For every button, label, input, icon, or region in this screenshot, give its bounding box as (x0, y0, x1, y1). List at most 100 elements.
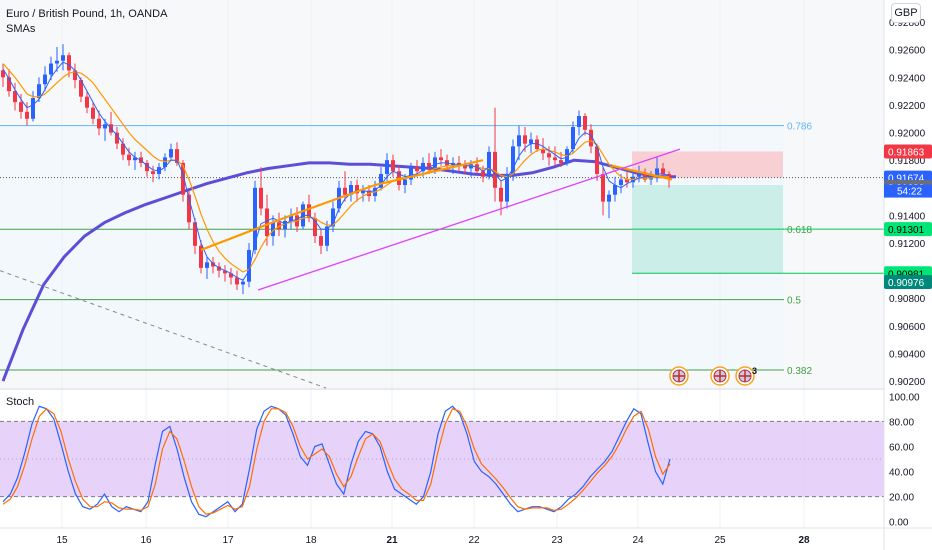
candle[interactable] (103, 118, 107, 141)
candle[interactable] (487, 146, 491, 180)
candle[interactable] (499, 180, 503, 216)
candle[interactable] (49, 56, 53, 81)
candle[interactable] (193, 218, 197, 255)
sma-mid-line[interactable] (2, 63, 669, 273)
candle[interactable] (379, 167, 383, 191)
indicator-label-stoch[interactable]: Stoch (6, 396, 35, 408)
time-axis[interactable]: 15 16 17 18 21 22 23 24 25 28 (0, 527, 932, 546)
candle-body (25, 111, 29, 119)
candle[interactable] (241, 278, 245, 295)
currency-button[interactable]: GBP (891, 3, 921, 23)
candle[interactable] (319, 229, 323, 255)
candle[interactable] (127, 147, 131, 166)
candle[interactable] (247, 243, 251, 288)
candle-body (481, 171, 485, 177)
candle[interactable] (223, 265, 227, 282)
candle-body (289, 215, 293, 221)
candle[interactable] (91, 102, 95, 125)
candle[interactable] (475, 157, 479, 174)
candle[interactable] (571, 121, 575, 154)
candle[interactable] (283, 215, 287, 238)
candle[interactable] (61, 44, 65, 71)
candle[interactable] (229, 267, 233, 285)
candle[interactable] (145, 160, 149, 177)
candle[interactable] (85, 91, 89, 114)
candle-body (433, 157, 437, 169)
candle[interactable] (637, 165, 641, 183)
price-tick-label: 0.92200 (889, 101, 926, 112)
candle[interactable] (589, 124, 593, 154)
candle[interactable] (427, 153, 431, 174)
candle[interactable] (361, 185, 365, 202)
candle[interactable] (577, 110, 581, 136)
candle[interactable] (133, 151, 137, 170)
candle[interactable] (7, 69, 11, 97)
stochastic-pane[interactable] (0, 388, 932, 518)
candle[interactable] (169, 143, 173, 161)
candle[interactable] (259, 167, 263, 216)
price-pane[interactable]: 0.786 0.618 0.5 0.382 3 (0, 0, 884, 528)
price-axis[interactable]: 0.902000.904000.906000.908000.910000.912… (883, 0, 932, 550)
candle[interactable] (529, 132, 533, 154)
candle[interactable] (217, 262, 221, 278)
rising-trendline[interactable] (257, 148, 681, 291)
candle[interactable] (163, 153, 167, 172)
candle[interactable] (409, 162, 413, 186)
stoch-tick-label: 40.00 (889, 468, 914, 479)
candle[interactable] (655, 157, 659, 183)
candle[interactable] (199, 240, 203, 274)
candle[interactable] (505, 167, 509, 209)
indicator-label-smas[interactable]: SMAs (6, 23, 36, 35)
candle[interactable] (1, 63, 5, 87)
candle[interactable] (25, 102, 29, 126)
candle[interactable] (595, 143, 599, 181)
candle[interactable] (73, 63, 77, 89)
candle-body (67, 55, 71, 71)
candle[interactable] (493, 107, 497, 202)
candle[interactable] (37, 77, 41, 103)
candle[interactable] (55, 46, 59, 72)
candle[interactable] (43, 66, 47, 92)
price-label-pill[interactable] (884, 274, 932, 289)
candle[interactable] (547, 146, 551, 166)
candle[interactable] (463, 160, 467, 174)
candle[interactable] (97, 110, 101, 136)
candle[interactable] (175, 142, 179, 166)
candle-body (187, 194, 191, 223)
candle[interactable] (391, 154, 395, 177)
candle[interactable] (13, 82, 17, 111)
candle[interactable] (331, 201, 335, 232)
candle[interactable] (235, 270, 239, 290)
candle[interactable] (325, 220, 329, 252)
economic-event-badge[interactable] (669, 366, 689, 386)
sma-long-line[interactable] (1, 158, 676, 382)
candle-body (163, 157, 167, 168)
dashed-trendline[interactable] (0, 270, 327, 389)
candle[interactable] (121, 138, 125, 161)
candle[interactable] (151, 165, 155, 183)
stop-loss-zone[interactable] (632, 151, 783, 178)
candle[interactable] (583, 113, 587, 136)
candle-body (613, 185, 617, 195)
price-label-pill[interactable] (884, 144, 932, 159)
candle-body (379, 173, 383, 188)
economic-event-badge[interactable] (710, 366, 730, 386)
stoch-k-line[interactable] (2, 405, 671, 518)
candle[interactable] (205, 256, 209, 279)
candle[interactable] (289, 208, 293, 230)
candle[interactable] (553, 146, 557, 166)
economic-event-badge[interactable] (735, 366, 755, 386)
price-label-pill[interactable] (884, 222, 932, 237)
candle[interactable] (115, 127, 119, 150)
candle[interactable] (211, 256, 215, 274)
candle[interactable] (19, 93, 23, 119)
candle[interactable] (517, 125, 521, 161)
candle[interactable] (613, 176, 617, 202)
sma-fast-line[interactable] (2, 61, 670, 281)
candle[interactable] (79, 77, 83, 103)
orange-trendline[interactable] (200, 159, 484, 251)
candle[interactable] (607, 190, 611, 219)
candle[interactable] (349, 180, 353, 202)
stoch-d-line[interactable] (2, 408, 671, 515)
